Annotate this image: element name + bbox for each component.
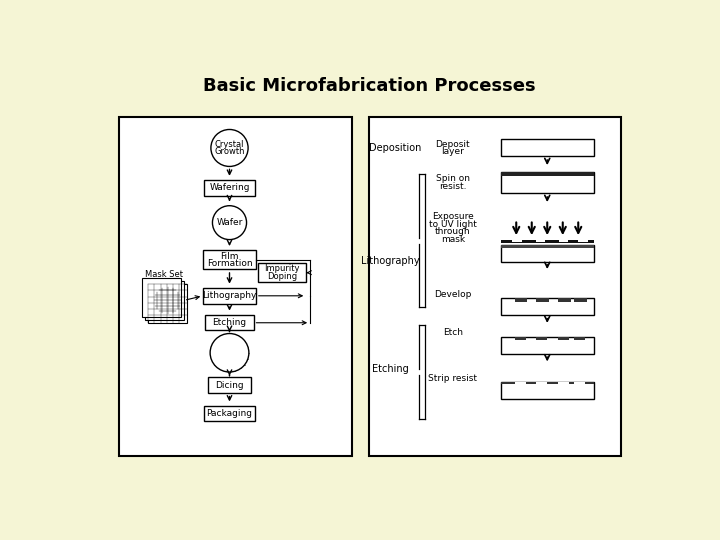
Text: Etching: Etching <box>372 364 409 374</box>
Text: Growth: Growth <box>215 147 245 156</box>
Bar <box>500 240 594 242</box>
Bar <box>204 406 255 421</box>
Bar <box>369 117 621 456</box>
Bar <box>203 288 256 303</box>
Bar <box>578 240 588 242</box>
Bar <box>205 315 253 330</box>
Bar <box>575 382 585 384</box>
Text: Dicing: Dicing <box>215 381 244 390</box>
Text: Packaging: Packaging <box>207 409 253 418</box>
Text: Spin on: Spin on <box>436 174 469 183</box>
Text: Deposition: Deposition <box>369 143 421 153</box>
Bar <box>536 336 547 340</box>
Bar <box>536 298 549 302</box>
Bar <box>515 298 527 302</box>
Bar <box>142 278 181 316</box>
Text: resist.: resist. <box>439 182 467 191</box>
Bar <box>204 180 255 195</box>
Text: Etching: Etching <box>212 318 246 327</box>
Circle shape <box>210 334 249 372</box>
Circle shape <box>212 206 246 240</box>
Bar <box>500 245 594 248</box>
Bar <box>500 298 594 315</box>
Text: Exposure: Exposure <box>432 212 474 221</box>
Text: layer: layer <box>441 147 464 156</box>
Bar <box>558 382 569 384</box>
Bar <box>558 336 569 340</box>
Circle shape <box>153 287 181 314</box>
Bar <box>500 382 594 384</box>
Text: Crystal: Crystal <box>215 140 244 149</box>
Bar <box>258 263 306 282</box>
Bar <box>500 336 594 354</box>
Bar <box>575 298 587 302</box>
Bar <box>500 245 594 262</box>
Bar <box>208 377 251 393</box>
Text: Doping: Doping <box>267 272 297 281</box>
Bar <box>559 240 568 242</box>
Text: mask: mask <box>441 235 465 244</box>
Text: Film: Film <box>220 252 239 261</box>
Text: Strip resist: Strip resist <box>428 374 477 383</box>
Text: Deposit: Deposit <box>436 140 470 149</box>
Text: Mask Set: Mask Set <box>145 270 184 279</box>
Bar <box>500 172 594 176</box>
Bar <box>515 382 526 384</box>
Bar <box>120 117 352 456</box>
Text: Lithography: Lithography <box>202 291 257 300</box>
Bar <box>575 336 585 340</box>
Text: Impurity: Impurity <box>264 265 300 273</box>
Bar <box>536 382 547 384</box>
Text: Etch: Etch <box>443 328 463 338</box>
Bar <box>500 172 594 193</box>
Text: Formation: Formation <box>207 259 252 268</box>
Text: Develop: Develop <box>434 290 472 299</box>
Bar <box>145 281 184 320</box>
Text: through: through <box>435 227 470 237</box>
Bar <box>203 250 256 269</box>
Bar <box>500 382 594 399</box>
Text: Basic Microfabrication Processes: Basic Microfabrication Processes <box>203 77 535 96</box>
Text: to UV light: to UV light <box>429 220 477 229</box>
Text: Wafering: Wafering <box>210 184 250 192</box>
Text: Wafer: Wafer <box>216 218 243 227</box>
Text: Lithography: Lithography <box>361 256 420 266</box>
Bar <box>515 336 526 340</box>
Bar <box>148 284 187 323</box>
Circle shape <box>211 130 248 166</box>
Bar <box>500 139 594 157</box>
Bar <box>558 298 570 302</box>
Bar <box>513 240 522 242</box>
Bar <box>536 240 545 242</box>
